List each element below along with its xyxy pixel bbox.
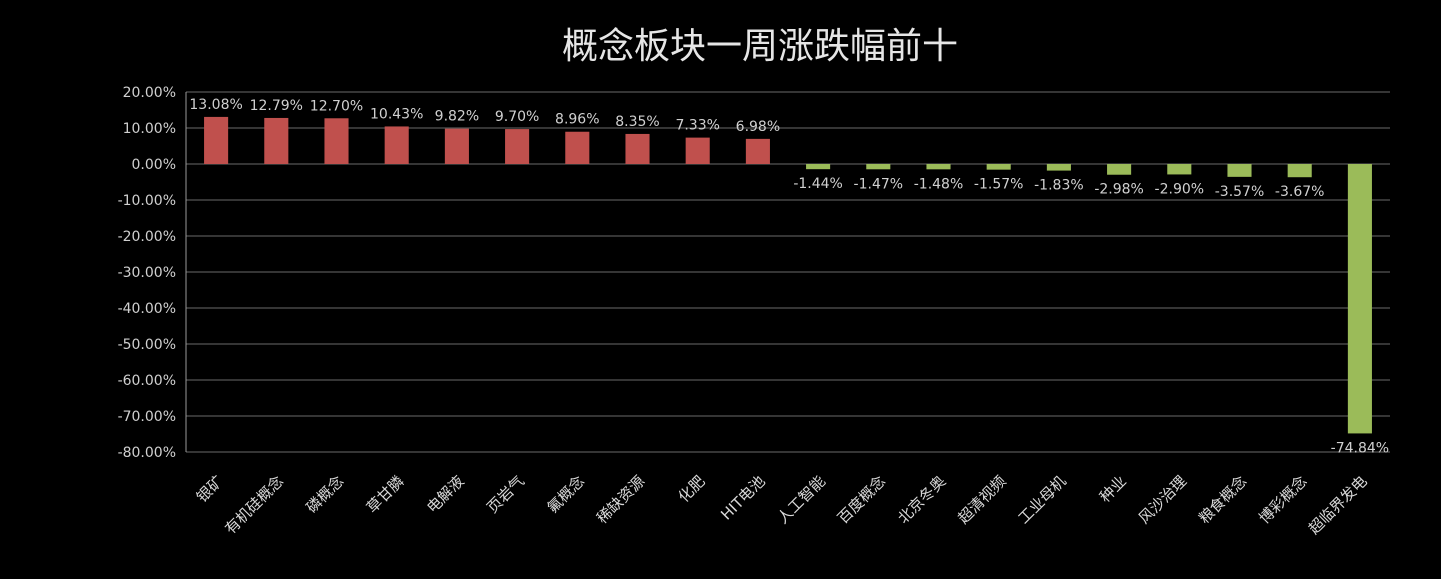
bar	[505, 129, 530, 164]
x-tick-label: 页岩气	[483, 472, 528, 517]
x-tick-label: 稀缺资源	[593, 472, 648, 527]
y-tick-label: 20.00%	[123, 85, 176, 101]
chart-title: 概念板块一周涨跌幅前十	[562, 26, 958, 67]
x-tick-label: 氟概念	[544, 472, 589, 517]
bar	[1227, 164, 1252, 177]
data-label: -2.90%	[1155, 181, 1205, 197]
data-label: 7.33%	[675, 118, 719, 134]
x-tick-label: 草甘膦	[363, 472, 408, 517]
data-label: -1.47%	[854, 176, 904, 192]
x-tick-label: 风沙治理	[1135, 472, 1190, 527]
grid-layer	[186, 91, 1390, 453]
y-tick-label: -80.00%	[118, 445, 176, 461]
y-tick-label: 10.00%	[123, 121, 176, 137]
bar	[1046, 164, 1071, 171]
bar	[986, 164, 1011, 170]
data-label: 12.79%	[250, 98, 303, 114]
data-label: -1.48%	[914, 176, 964, 192]
data-label: 9.82%	[435, 109, 479, 125]
data-label: 10.43%	[370, 106, 423, 122]
bar	[1167, 164, 1192, 175]
x-tick-label: 超清视频	[954, 472, 1009, 527]
bars	[204, 116, 1372, 434]
y-tick-label: -60.00%	[118, 373, 176, 389]
bar	[625, 133, 650, 164]
x-tick-label: HIT电池	[717, 472, 769, 524]
bar	[866, 164, 891, 170]
data-label: -2.98%	[1094, 182, 1144, 198]
data-label: -1.57%	[974, 177, 1024, 193]
bar	[1287, 164, 1312, 178]
data-label: 13.08%	[189, 97, 242, 113]
data-label: -1.83%	[1034, 178, 1084, 194]
bar	[806, 164, 831, 170]
bar	[204, 116, 229, 164]
bar	[1347, 164, 1372, 434]
bar	[264, 117, 289, 164]
x-tick-label: 工业母机	[1015, 472, 1070, 527]
y-tick-label: -40.00%	[118, 301, 176, 317]
y-tick-label: -30.00%	[118, 265, 176, 281]
y-tick-label: -10.00%	[118, 193, 176, 209]
bar	[444, 128, 469, 164]
x-tick-label: 磷概念	[303, 472, 348, 517]
bar	[384, 126, 409, 164]
x-tick-label: 种业	[1096, 472, 1130, 506]
data-labels: 13.08% 12.79% 12.70% 10.43% 9.82% 9.70% 8.96% 8…	[189, 97, 1389, 457]
x-tick-label: 博彩概念	[1255, 472, 1310, 527]
x-tick-label: 化肥	[675, 472, 709, 506]
bar	[685, 137, 710, 164]
data-label: -74.84%	[1331, 440, 1389, 456]
data-label: 8.35%	[615, 114, 659, 130]
x-tick-label: 北京冬奥	[894, 472, 949, 527]
data-label: 12.70%	[310, 98, 363, 114]
x-tick-label: 粮食概念	[1195, 472, 1250, 527]
bar	[324, 118, 349, 164]
bar	[565, 131, 590, 164]
x-tick-label: 银矿	[193, 472, 227, 506]
x-tick-label: 百度概念	[834, 472, 889, 527]
x-tick-label: 超临界发电	[1305, 472, 1371, 538]
x-tick-label: 有机硅概念	[221, 472, 287, 538]
y-tick-label: -50.00%	[118, 337, 176, 353]
data-label: 8.96%	[555, 112, 599, 128]
bar	[1107, 164, 1132, 175]
y-tick-label: 0.00%	[132, 157, 176, 173]
y-tick-label: -70.00%	[118, 409, 176, 425]
bar	[745, 138, 770, 164]
data-label: -3.57%	[1215, 184, 1265, 200]
y-tick-label: -20.00%	[118, 229, 176, 245]
data-label: -3.67%	[1275, 184, 1325, 200]
data-label: 6.98%	[736, 119, 780, 135]
data-label: -1.44%	[793, 176, 843, 192]
x-tick-label: 电解液	[423, 472, 468, 517]
y-axis: 20.00% 10.00% 0.00% -10.00% -20.00% -30.00% -4…	[118, 85, 187, 461]
bar	[926, 164, 951, 170]
x-tick-label: 人工智能	[774, 472, 829, 527]
data-label: 9.70%	[495, 109, 539, 125]
